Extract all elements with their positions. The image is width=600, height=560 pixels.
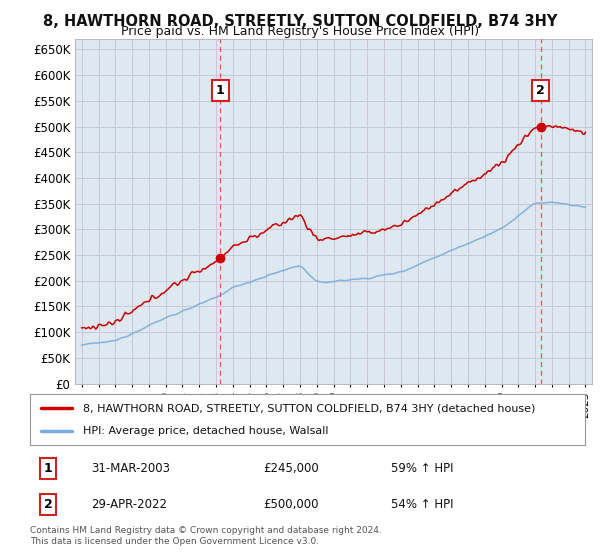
Text: £245,000: £245,000 xyxy=(263,462,319,475)
Text: 2: 2 xyxy=(536,84,545,97)
Text: 54% ↑ HPI: 54% ↑ HPI xyxy=(391,498,453,511)
Text: 8, HAWTHORN ROAD, STREETLY, SUTTON COLDFIELD, B74 3HY: 8, HAWTHORN ROAD, STREETLY, SUTTON COLDF… xyxy=(43,14,557,29)
Text: 31-MAR-2003: 31-MAR-2003 xyxy=(91,462,170,475)
Text: This data is licensed under the Open Government Licence v3.0.: This data is licensed under the Open Gov… xyxy=(30,538,319,547)
Text: 29-APR-2022: 29-APR-2022 xyxy=(91,498,167,511)
Text: HPI: Average price, detached house, Walsall: HPI: Average price, detached house, Wals… xyxy=(83,426,328,436)
Text: 1: 1 xyxy=(216,84,224,97)
Text: 59% ↑ HPI: 59% ↑ HPI xyxy=(391,462,453,475)
Text: £500,000: £500,000 xyxy=(263,498,319,511)
Text: 1: 1 xyxy=(44,462,53,475)
Text: Price paid vs. HM Land Registry's House Price Index (HPI): Price paid vs. HM Land Registry's House … xyxy=(121,25,479,38)
Text: Contains HM Land Registry data © Crown copyright and database right 2024.: Contains HM Land Registry data © Crown c… xyxy=(30,526,382,535)
Text: 8, HAWTHORN ROAD, STREETLY, SUTTON COLDFIELD, B74 3HY (detached house): 8, HAWTHORN ROAD, STREETLY, SUTTON COLDF… xyxy=(83,403,535,413)
Text: 2: 2 xyxy=(44,498,53,511)
